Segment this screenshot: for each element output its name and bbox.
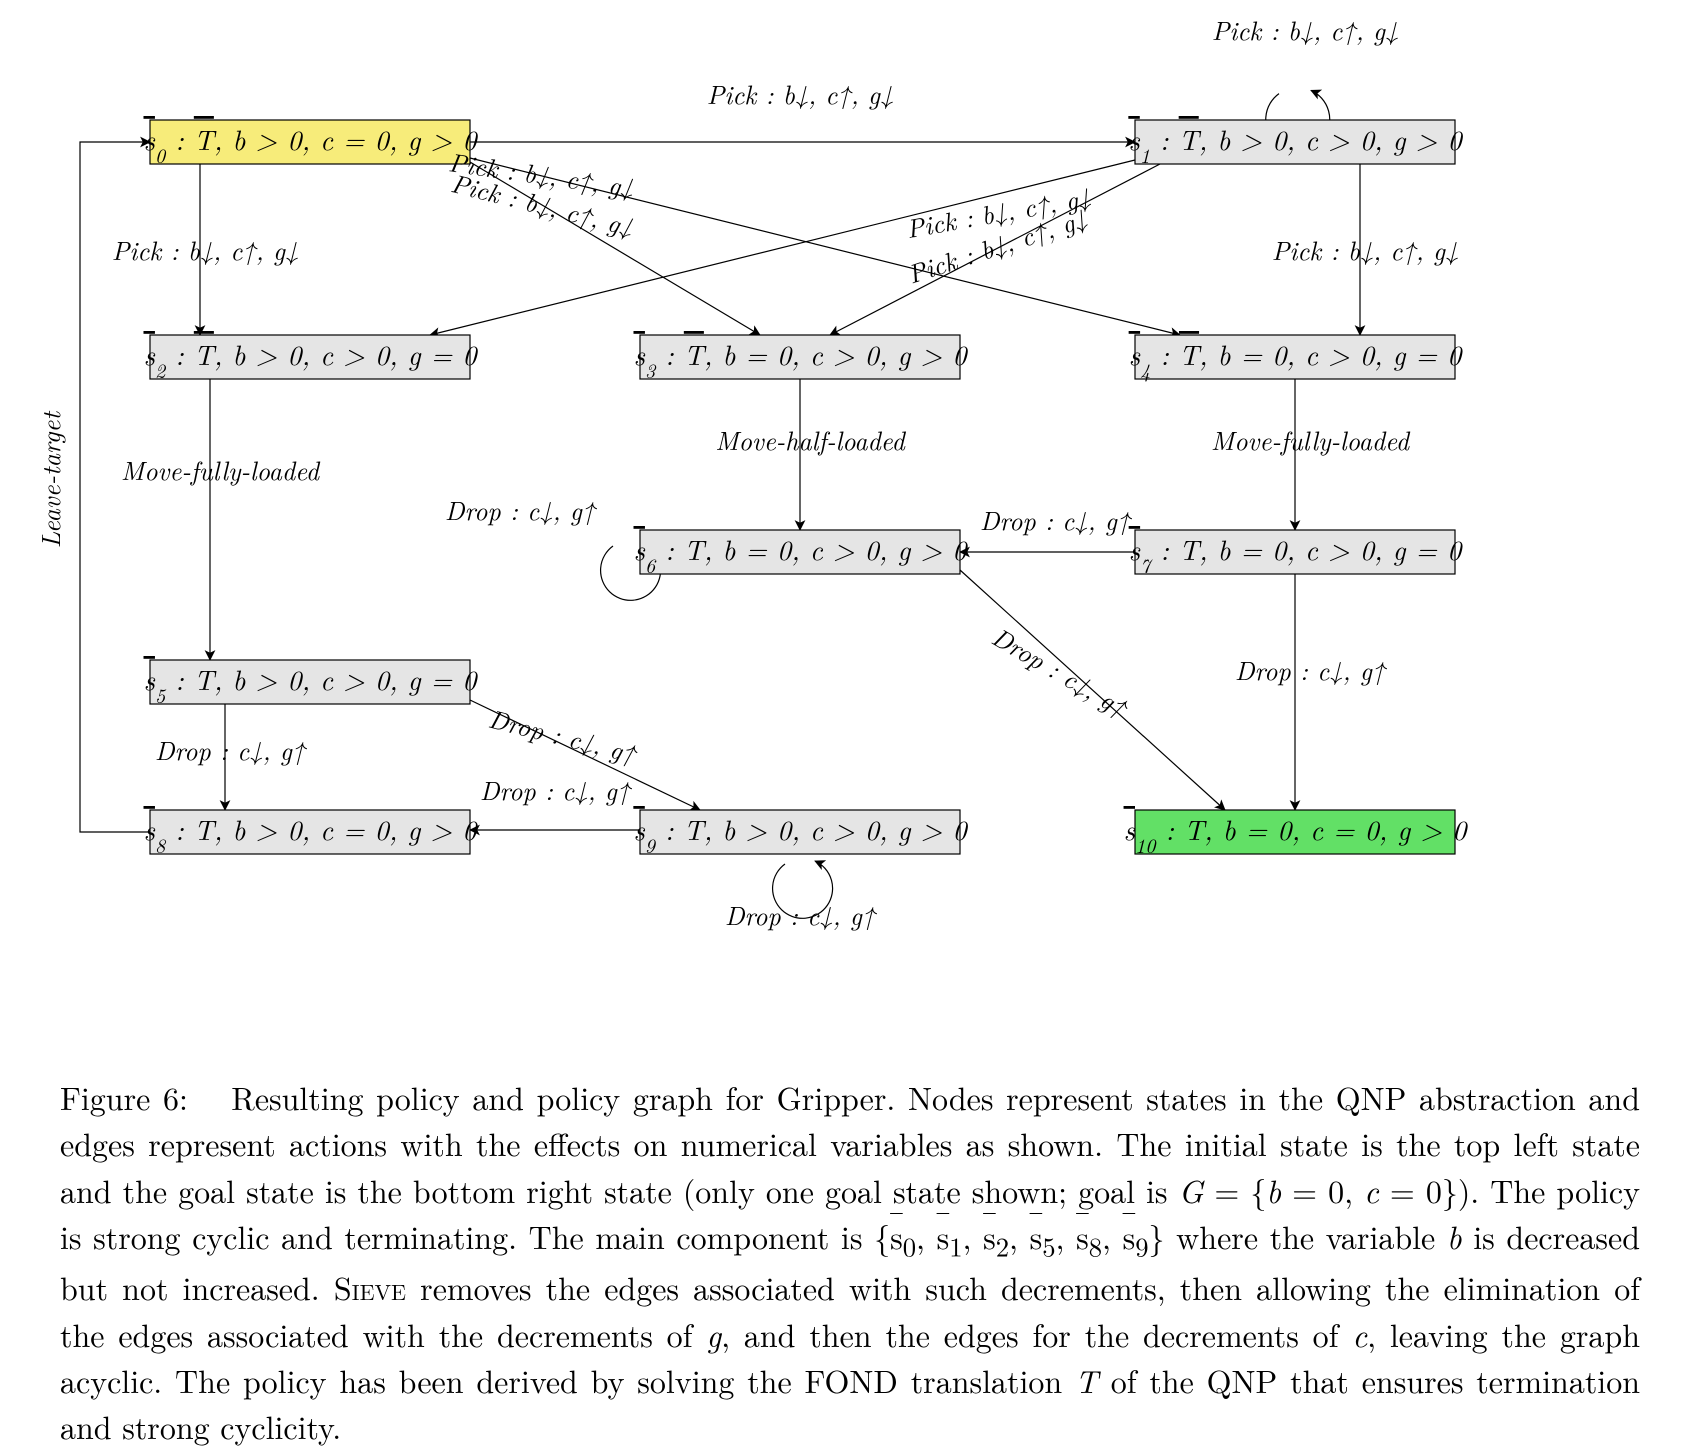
edge-label: Drop : c↓, g↑ [485,699,642,772]
state-node-s5: s5 : T, b > 0, c > 0, g = 0 [144,659,479,709]
edge-label: Drop : c↓, g↑ [480,771,633,808]
edge-label: Drop : c↓, g↑ [155,731,308,768]
edge-label: Drop : c↓, g↑ [725,896,878,933]
edge-label: Pick : b↓, c↑, g↓ [1212,11,1399,48]
edge-label: Pick : b↓, c↑, g↓ [112,231,299,268]
state-node-s10: s10 : T, b = 0, c = 0, g > 0 [1124,809,1469,859]
figure-caption-text: Resulting policy and policy graph for Gr… [60,1075,1640,1449]
state-node-s7: s7 : T, b = 0, c > 0, g = 0 [1129,529,1463,579]
state-node-s8: s8 : T, b > 0, c = 0, g > 0 [144,809,479,859]
edge-label: Move-fully-loaded [1211,421,1411,458]
edge-label: Drop : c↓, g↑ [445,491,598,528]
edge-label: Drop : c↓, g↑ [980,501,1133,538]
edge-label: Move-fully-loaded [121,451,321,488]
state-node-s9: s9 : T, b > 0, c > 0, g > 0 [633,809,968,859]
edge-label: Move-half-loaded [715,421,906,458]
edge-label: Pick : b↓, c↑, g↓ [707,75,894,112]
figure-label: Figure 6: [60,1075,188,1120]
state-node-s4: s4 : T, b = 0, c > 0, g = 0 [1129,334,1463,384]
figure-caption: Figure 6: Resulting policy and policy gr… [60,1075,1640,1451]
edge-label: Drop : c↓, g↑ [986,617,1137,726]
state-node-s3: s3 : T, b = 0, c > 0, g > 0 [633,334,968,384]
edge-label: Leave-target [31,411,68,549]
state-node-s1: s1 : T, b > 0, c > 0, g > 0 [1128,119,1463,169]
edge-label: Pick : b↓, c↑, g↓ [1272,231,1459,268]
state-node-s0: s0 : T, b > 0, c = 0, g > 0 [143,119,478,169]
edge-label: Drop : c↓, g↑ [1235,651,1388,688]
state-node-s6: s6 : T, b = 0, c > 0, g > 0 [634,529,969,579]
policy-graph: s0 : T, b > 0, c = 0, g > 0 s1 : T, b > 0… [0,0,1699,1050]
state-node-s2: s2 : T, b > 0, c > 0, g = 0 [143,334,478,384]
figure-page: s0 : T, b > 0, c = 0, g > 0 s1 : T, b > 0… [0,0,1699,1417]
